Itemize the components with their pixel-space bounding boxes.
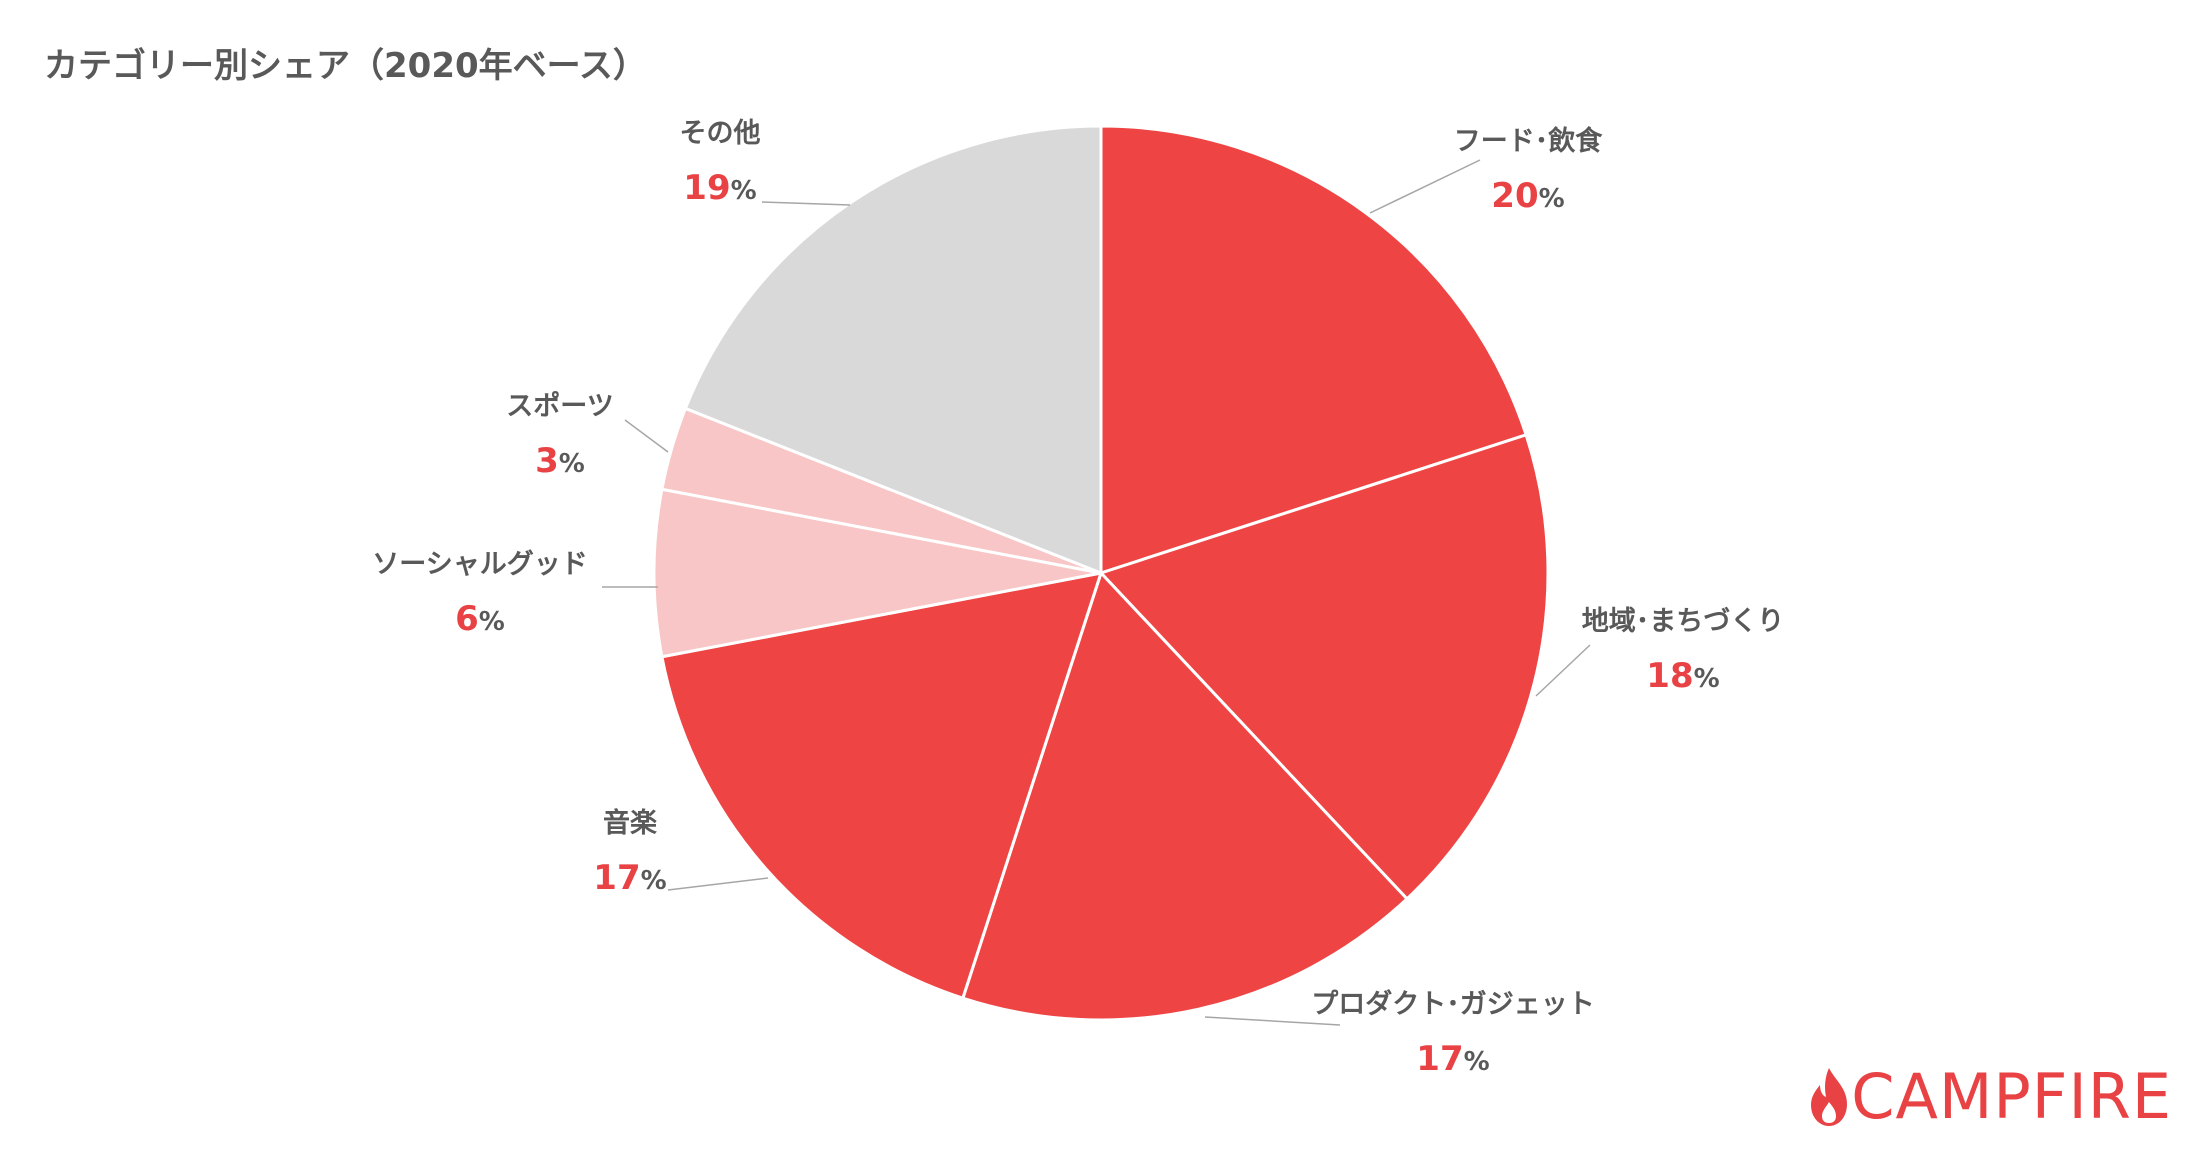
pie-slices [652,124,1550,1022]
leader-line [624,419,669,453]
leader-line [1535,644,1591,697]
slice-category-label: 音楽 [603,807,657,839]
campfire-logo: CAMPFIRE [1807,1066,2172,1128]
slice-percent-label: 3% [535,441,585,481]
slice-category-label: ソーシャルグッド [372,548,587,580]
leader-line [1369,159,1481,214]
pie-slice [652,487,1102,659]
leader-line [667,877,769,891]
pie-slice [960,570,1410,1022]
slice-category-label: スポーツ [506,391,613,422]
leader-lines [602,159,1591,1026]
pie-slice [1098,432,1550,901]
slice-percent-label: 18% [1646,656,1719,696]
slice-percent-label: 17% [593,858,666,898]
chart-title: カテゴリー別シェア（2020年ベース） [44,46,647,86]
slice-category-label: プロダクト･ガジェット [1311,988,1595,1020]
slice-category-label: フード･飲食 [1454,125,1603,157]
slice-percent-label: 6% [455,599,505,639]
pie-slice [660,571,1104,1001]
slice-category-label: その他 [680,118,761,149]
leader-line [761,201,851,206]
slice-labels: フード･飲食 20% 地域･まちづくり 18% プロダクト･ガジェット 17% 音楽 17% ソ… [372,118,1784,1079]
slice-category-label: 地域･まちづくり [1582,606,1785,637]
slice-percent-label: 20% [1491,176,1564,216]
logo-wordmark: CAMPFIRE [1851,1060,2172,1133]
leader-line [1204,1016,1341,1026]
pie-slice [683,124,1103,576]
pie-slice [1099,124,1529,576]
slice-percent-label: 17% [1416,1039,1489,1079]
flame-icon [1811,1068,1848,1126]
slice-percent-label: 19% [683,168,756,208]
